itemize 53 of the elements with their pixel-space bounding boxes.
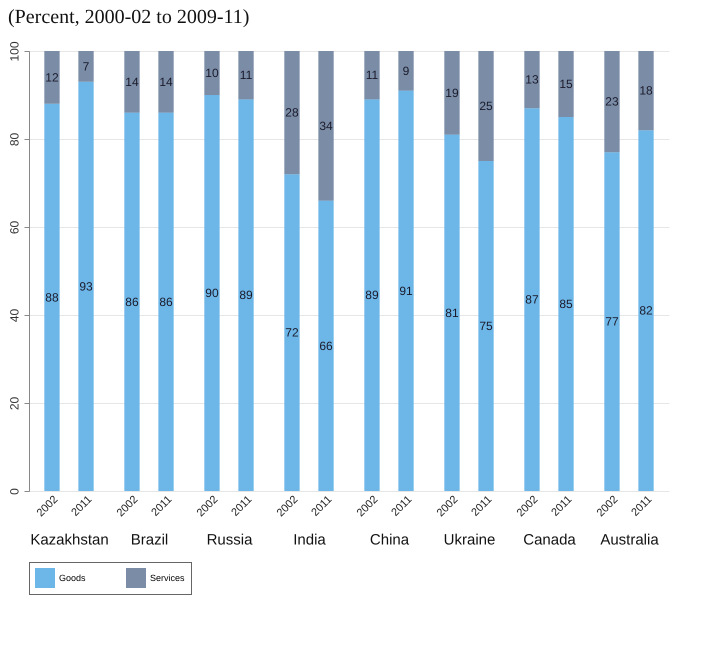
data-label: 18 bbox=[639, 84, 654, 98]
data-label: 88 bbox=[45, 290, 59, 304]
data-label: 90 bbox=[205, 286, 219, 300]
data-label: 93 bbox=[79, 279, 94, 294]
data-label: 11 bbox=[366, 68, 379, 82]
y-tick-label: 60 bbox=[8, 220, 22, 234]
x-axis-title: Brazil bbox=[130, 532, 168, 549]
data-label: 34 bbox=[319, 118, 334, 133]
y-tick-label: 0 bbox=[8, 488, 22, 495]
y-tick-label: 20 bbox=[8, 396, 22, 410]
x-axis-title: Russia bbox=[206, 532, 254, 549]
data-label: 13 bbox=[525, 72, 539, 87]
data-label: 91 bbox=[399, 284, 414, 298]
data-label: 14 bbox=[159, 74, 174, 89]
y-tick-label: 40 bbox=[8, 308, 22, 322]
x-axis-title: Australia bbox=[600, 532, 660, 549]
data-label: 75 bbox=[479, 319, 494, 333]
bar bbox=[78, 82, 94, 491]
x-axis-title: Kazakhstan bbox=[30, 532, 109, 549]
data-label: 86 bbox=[125, 294, 139, 309]
data-label: 23 bbox=[605, 94, 619, 109]
data-label: 25 bbox=[479, 99, 494, 113]
y-tick-label: 100 bbox=[8, 41, 22, 62]
data-label: 11 bbox=[240, 68, 253, 82]
data-label: 66 bbox=[319, 338, 334, 353]
legend-label: Goods bbox=[59, 573, 86, 583]
data-label: 85 bbox=[559, 297, 574, 311]
data-label: 72 bbox=[285, 326, 299, 340]
legend-label: Services bbox=[150, 573, 186, 583]
data-label: 28 bbox=[285, 106, 299, 120]
data-label: 10 bbox=[205, 66, 219, 80]
data-label: 86 bbox=[159, 294, 174, 309]
data-label: 9 bbox=[402, 64, 410, 78]
data-label: 15 bbox=[559, 77, 574, 91]
x-axis-title: China bbox=[370, 532, 410, 549]
data-label: 77 bbox=[605, 314, 619, 329]
x-axis-title: India bbox=[293, 532, 326, 549]
bar bbox=[44, 51, 60, 104]
data-label: 89 bbox=[365, 288, 379, 302]
x-axis-title: Canada bbox=[523, 532, 576, 549]
y-tick-label: 80 bbox=[8, 132, 22, 146]
x-axis-title: Ukraine bbox=[444, 532, 496, 549]
data-label: 12 bbox=[45, 70, 59, 84]
data-label: 89 bbox=[239, 288, 254, 302]
data-label: 81 bbox=[445, 306, 459, 320]
data-label: 82 bbox=[639, 304, 654, 318]
bar bbox=[78, 51, 94, 82]
data-label: 19 bbox=[445, 86, 459, 100]
data-label: 87 bbox=[525, 292, 539, 307]
data-label: 14 bbox=[125, 74, 139, 89]
bar bbox=[44, 104, 60, 491]
chart-title: (Percent, 2000-02 to 2009-11) bbox=[8, 6, 250, 28]
data-label: 7 bbox=[82, 59, 90, 74]
